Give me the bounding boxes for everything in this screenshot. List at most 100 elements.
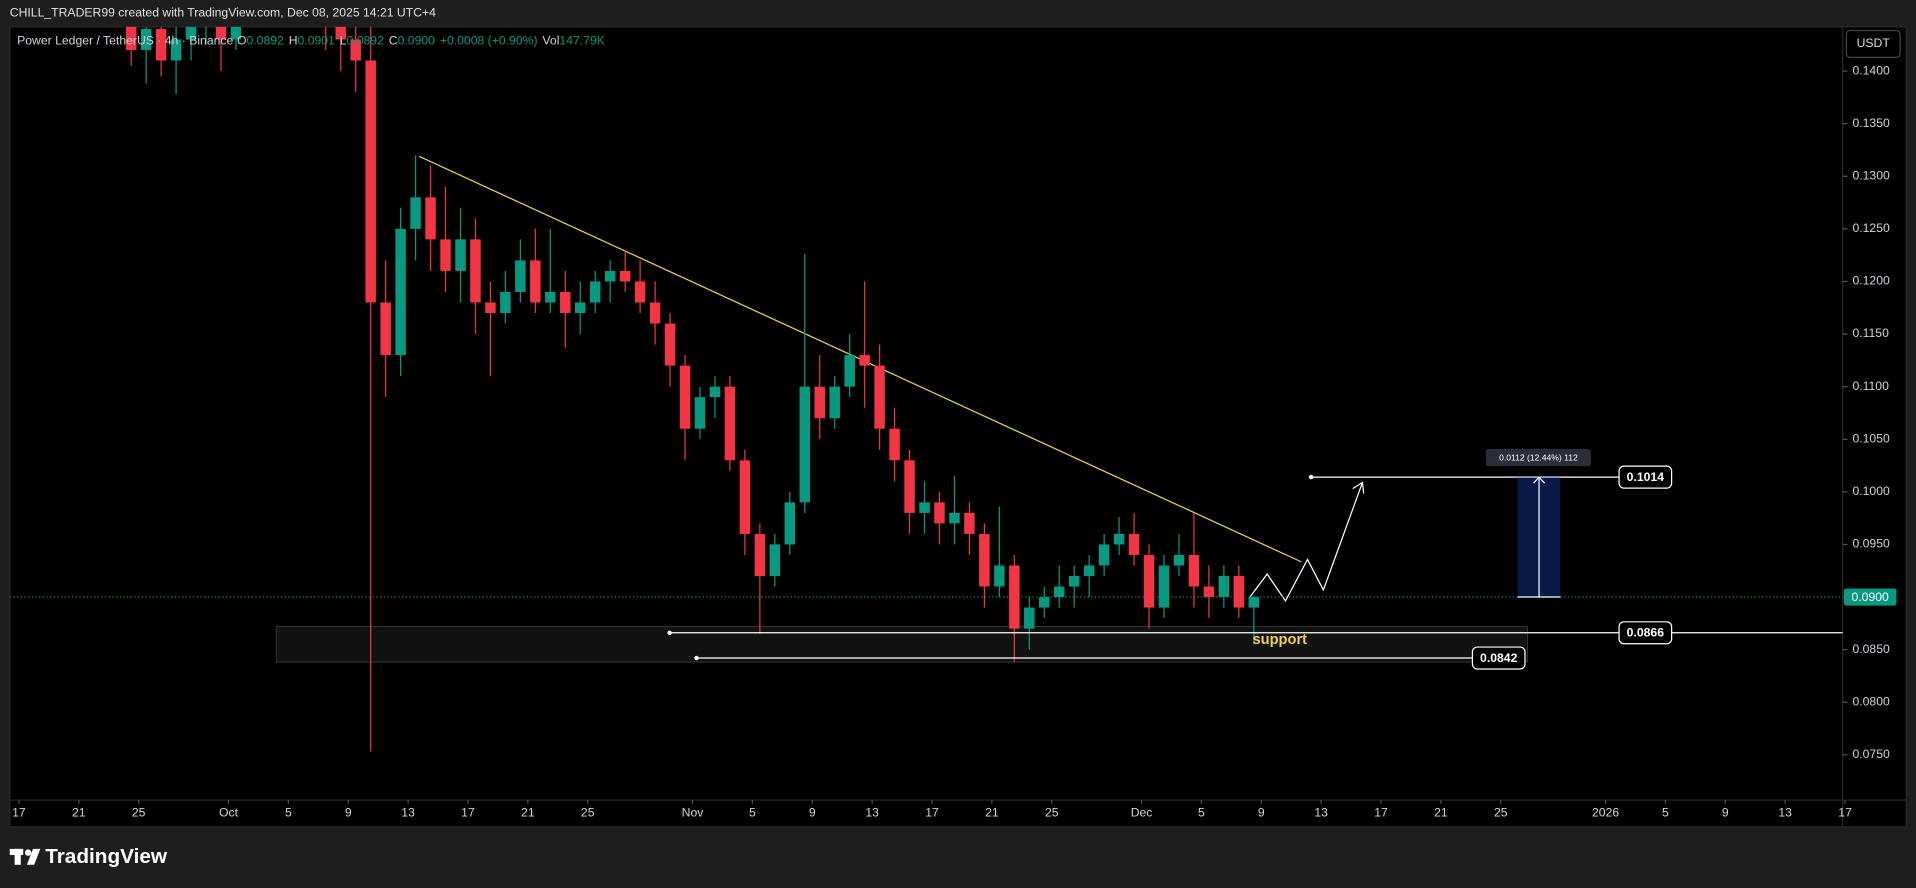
candle-body	[934, 502, 945, 524]
candle-body	[589, 281, 601, 303]
x-tick-label: Dec	[1131, 806, 1153, 820]
measure-label-box	[1485, 449, 1591, 467]
candle-body	[440, 239, 451, 271]
x-tick-label: 17	[925, 806, 939, 820]
last-price-label: 0.0900	[1852, 590, 1890, 604]
x-tick-label: 9	[809, 806, 816, 820]
candle-body	[395, 228, 406, 356]
level-anchor	[694, 655, 699, 661]
ohlc-key: L	[340, 34, 347, 48]
measure-label: 0.0112 (12.44%) 112	[1499, 452, 1578, 462]
footer: TradingView	[9, 845, 168, 868]
x-tick-label: 13	[1314, 806, 1328, 820]
x-tick-label: 17	[1838, 806, 1852, 820]
candle-body	[365, 60, 376, 303]
measure-arrowhead	[1533, 476, 1545, 484]
candle-body	[769, 544, 781, 576]
candle-body	[664, 323, 676, 366]
candle-body	[1218, 575, 1230, 598]
level-label-box	[1618, 621, 1673, 645]
candle-body	[844, 355, 855, 387]
x-tick-label: 13	[1778, 806, 1792, 820]
candle-body	[1248, 597, 1260, 608]
candle-body	[170, 39, 182, 61]
symbol-title: Power Ledger / TetherUS · 4h · Binance	[17, 34, 233, 48]
projection-path	[1248, 482, 1364, 603]
y-tick-label: 0.1150	[1852, 326, 1889, 340]
level-anchor	[1308, 474, 1314, 480]
ohlc-key: H	[289, 34, 298, 48]
change: +0.0008 (+0.90%)	[440, 34, 538, 48]
y-tick-label: 0.1100	[1852, 379, 1889, 393]
candle-body	[470, 239, 481, 303]
x-tick-label: Nov	[682, 806, 705, 820]
x-tick-label: Oct	[219, 806, 239, 820]
candle-body	[1143, 554, 1155, 608]
candle-body	[619, 270, 631, 282]
candle-body	[1188, 554, 1200, 587]
ohlc-value: 0.0901	[298, 34, 336, 48]
ohlc-key: O	[237, 34, 247, 48]
candle-body	[1113, 533, 1125, 545]
level-label: 0.0842	[1480, 651, 1518, 665]
support-zone	[275, 626, 1528, 663]
y-tick-label: 0.0950	[1852, 537, 1890, 551]
candle-body	[545, 291, 556, 303]
candle-body	[1053, 586, 1065, 598]
x-tick-label: 21	[72, 806, 86, 820]
candle-body	[1083, 565, 1095, 576]
x-tick-label: 9	[1722, 806, 1729, 820]
x-tick-label: 5	[1662, 806, 1669, 820]
candle-body	[1009, 565, 1020, 629]
candle-body	[904, 460, 915, 513]
candle-body	[724, 386, 736, 461]
x-tick-label: 21	[985, 806, 999, 820]
level-label-box	[1618, 465, 1673, 489]
candle-body	[1173, 554, 1185, 566]
ohlc-key: C	[389, 34, 398, 48]
y-tick-label: 0.1000	[1852, 484, 1890, 498]
candle-body	[155, 28, 167, 61]
support-annotation: support	[1252, 632, 1307, 648]
candle-body	[425, 197, 436, 240]
x-tick-label: 21	[521, 806, 535, 820]
chart-panel	[9, 26, 1907, 828]
candle-body	[979, 533, 990, 587]
logo-part	[24, 849, 32, 856]
candle-body	[530, 260, 541, 303]
candle-body	[739, 460, 751, 534]
candle-body	[1039, 597, 1050, 608]
level-label: 0.1014	[1627, 470, 1665, 484]
candle-body	[709, 386, 721, 398]
candle-body	[485, 302, 496, 314]
volume-value: 147.79K	[559, 34, 604, 48]
currency-label: USDT	[1857, 36, 1891, 50]
logo-part	[14, 848, 21, 865]
candle-body	[889, 428, 900, 461]
caption: CHILL_TRADER99 created with TradingView.…	[10, 6, 436, 20]
candle-body	[515, 260, 526, 292]
ohlc-value: 0.0900	[398, 34, 436, 48]
brand: TradingView	[45, 845, 168, 868]
x-tick-label: 21	[1434, 806, 1448, 820]
candle-body	[140, 28, 152, 51]
projection-arrowhead	[1352, 481, 1365, 494]
level-label: 0.0866	[1627, 626, 1665, 640]
level-anchor	[667, 630, 672, 635]
x-tick-label: 25	[1494, 806, 1508, 820]
candle-body	[455, 239, 466, 271]
x-tick-label: 17	[12, 806, 26, 820]
currency-button[interactable]	[1845, 29, 1901, 59]
candle-body	[919, 502, 930, 513]
x-tick-label: 25	[132, 806, 146, 820]
last-price-box	[1843, 588, 1897, 606]
candle-body	[799, 386, 811, 503]
candle-body	[994, 565, 1005, 587]
x-tick-label: 17	[461, 806, 475, 820]
candle-body	[679, 365, 691, 429]
candle-body	[964, 512, 975, 534]
candle-body	[185, 26, 197, 40]
candle-body	[634, 281, 646, 303]
